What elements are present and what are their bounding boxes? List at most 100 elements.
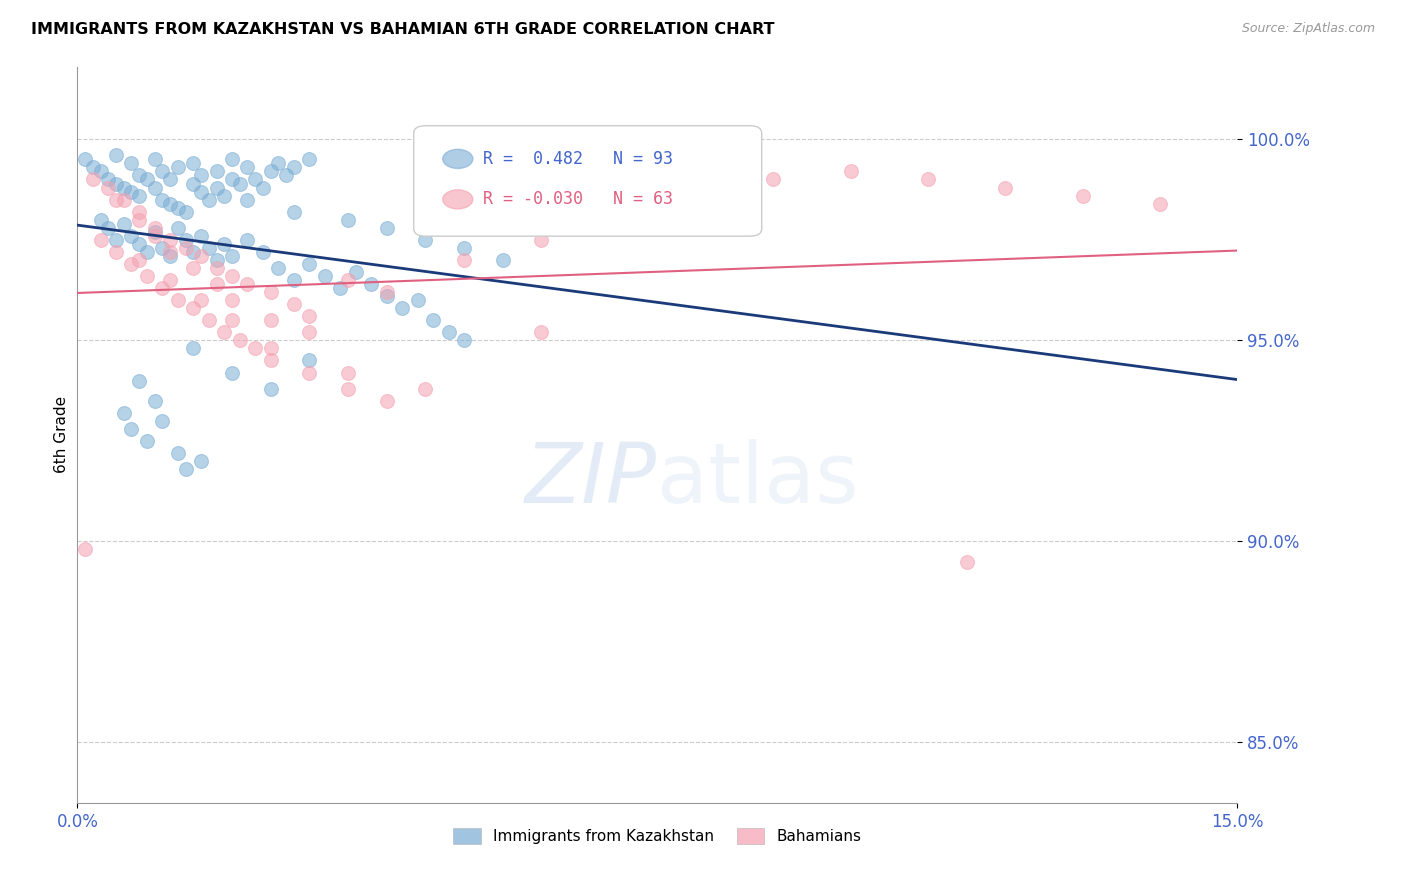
Point [121,185,143,199]
Point [90,212,111,227]
Point [166,293,188,307]
Point [128,188,150,202]
Point [267,156,290,170]
Point [375,289,398,303]
Point [105,193,127,207]
Point [276,169,298,183]
Point [337,273,360,287]
Point [90,164,111,178]
Point [205,164,228,178]
Point [236,277,259,291]
Point [221,172,243,186]
Point [121,422,143,436]
Point [221,153,243,167]
Point [337,366,360,380]
Point [236,233,259,247]
Point [267,260,290,275]
Point [143,225,166,239]
Point [121,156,143,170]
Point [190,293,212,307]
Point [97,220,120,235]
Point [375,220,398,235]
Point [128,236,150,251]
Point [105,244,127,259]
Circle shape [443,149,472,169]
Point [283,273,305,287]
Text: R = -0.030   N = 63: R = -0.030 N = 63 [484,190,673,209]
Point [453,334,475,348]
Point [1071,188,1094,202]
Point [152,241,174,255]
Point [422,313,444,327]
Point [236,161,259,175]
Point [128,374,150,388]
Point [143,220,166,235]
Text: Source: ZipAtlas.com: Source: ZipAtlas.com [1241,22,1375,36]
Point [152,193,174,207]
Point [329,281,352,295]
Point [214,188,236,202]
Point [183,301,205,315]
Point [183,260,205,275]
Point [166,201,188,215]
Text: R =  0.482   N = 93: R = 0.482 N = 93 [484,150,673,168]
Point [917,172,939,186]
Point [128,212,150,227]
Point [152,414,174,428]
Point [128,252,150,267]
Point [105,177,127,191]
Point [190,454,212,468]
Point [159,233,181,247]
Point [298,257,321,271]
Point [283,204,305,219]
Point [112,193,135,207]
Point [298,310,321,324]
Point [221,366,243,380]
Point [152,281,174,295]
Point [97,180,120,194]
Point [283,297,305,311]
Point [228,334,252,348]
Point [260,353,283,368]
Point [260,342,283,356]
Point [183,342,205,356]
Point [283,161,305,175]
Point [152,164,174,178]
Point [221,293,243,307]
Point [136,172,159,186]
Point [205,252,228,267]
Point [159,273,181,287]
Point [260,382,283,396]
Point [90,233,111,247]
Point [205,180,228,194]
Point [391,301,413,315]
Point [121,228,143,243]
Point [197,241,219,255]
Point [159,172,181,186]
Point [75,153,96,167]
Point [245,172,267,186]
Circle shape [443,190,472,209]
Point [530,233,553,247]
Point [260,285,283,299]
Point [298,153,321,167]
Point [260,164,283,178]
Point [214,236,236,251]
Point [685,193,707,207]
Point [183,177,205,191]
Point [190,169,212,183]
Point [143,180,166,194]
Point [105,233,127,247]
Point [492,252,515,267]
Point [190,185,212,199]
Point [143,228,166,243]
Point [413,233,436,247]
Point [205,260,228,275]
Point [75,542,96,557]
Point [314,268,336,283]
Point [174,241,197,255]
Point [298,326,321,340]
Text: ZIP: ZIP [526,439,658,519]
Point [406,293,429,307]
Point [128,204,150,219]
